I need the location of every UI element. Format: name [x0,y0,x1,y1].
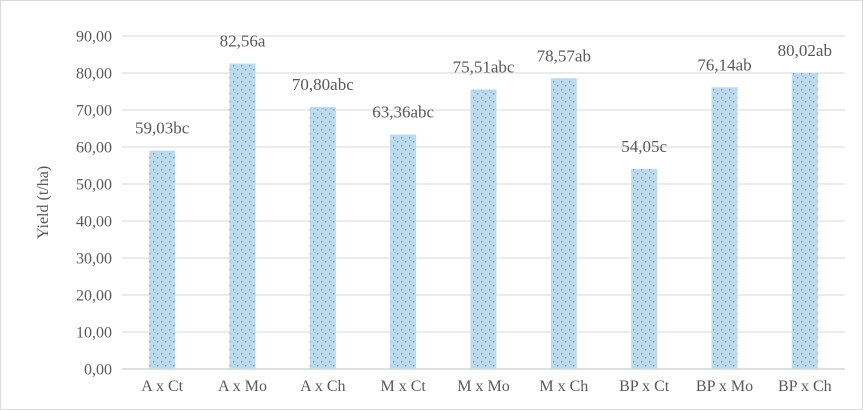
y-tick-label: 70,00 [76,103,112,120]
x-tick-label: M x Ch [539,378,588,395]
data-label: 80,02ab [778,41,832,60]
data-label: 82,56a [220,32,266,51]
x-tick-label: BP x Ch [778,378,832,395]
y-tick-label: 90,00 [76,29,112,46]
y-tick-label: 80,00 [76,66,112,83]
y-tick-label: 40,00 [76,214,112,231]
y-tick-label: 50,00 [76,177,112,194]
bar [309,107,336,369]
bars [149,63,818,370]
x-tick-label: BP x Ct [619,378,670,395]
data-label: 59,03bc [135,119,190,138]
bar [390,134,417,369]
data-label: 63,36abc [372,103,434,122]
data-labels: 59,03bc 82,56a 70,80abc 63,36abc 75,51abc 78,… [135,32,832,156]
y-tick-label: 0,00 [84,362,112,379]
y-axis-ticks: 0,00 10,00 20,00 30,00 40,00 50,00 60,00 70,00 8… [76,29,112,379]
y-axis-title: Yield (t/ha) [35,166,52,239]
data-label: 75,51abc [453,58,515,77]
bar [470,89,497,369]
x-tick-label: M x Ct [380,378,426,395]
x-tick-label: A x Ch [300,378,345,395]
data-label: 76,14ab [697,55,751,74]
y-tick-label: 60,00 [76,140,112,157]
x-tick-label: A x Mo [218,378,267,395]
y-tick-label: 30,00 [76,251,112,268]
data-label: 78,57ab [537,46,591,65]
bar [149,150,176,369]
x-tick-label: A x Ct [141,378,183,395]
bar [711,87,738,370]
bar [229,63,256,369]
bar [550,78,577,369]
data-label: 54,05c [621,137,667,156]
y-tick-label: 10,00 [76,325,112,342]
bar [791,72,818,370]
x-tick-label: BP x Mo [696,378,753,395]
data-label: 70,80abc [292,75,354,94]
y-tick-label: 20,00 [76,288,112,305]
bar [631,169,658,369]
x-axis-ticks: A x Ct A x Mo A x Ch M x Ct M x Mo M x Ch BP x… [141,378,831,395]
x-tick-label: M x Mo [457,378,509,395]
